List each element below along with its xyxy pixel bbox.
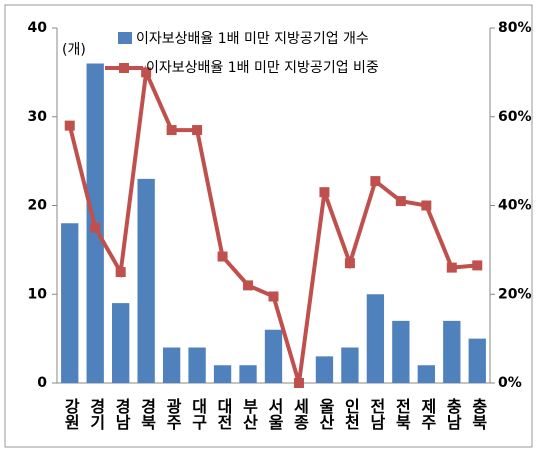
x-tick-label: 충북 — [469, 398, 488, 431]
bar — [366, 294, 385, 383]
y-tick-label: 40 — [28, 20, 48, 36]
bar — [162, 347, 181, 383]
legend-label: 이자보상배율 1배 미만 지방공기업 비중 — [146, 60, 379, 76]
line-marker — [217, 251, 228, 262]
bar — [188, 347, 206, 383]
x-tick-label: 경남 — [112, 398, 131, 430]
line-marker — [166, 125, 177, 136]
bar — [392, 320, 410, 383]
bar — [443, 320, 461, 383]
bar — [417, 365, 435, 383]
line-marker — [446, 262, 457, 273]
bar — [264, 329, 283, 383]
line-marker — [472, 260, 483, 271]
x-tick-label: 경북 — [138, 398, 157, 431]
line-marker — [64, 120, 75, 131]
bar — [137, 178, 155, 383]
y2-tick-label: 80% — [498, 20, 532, 36]
line-marker — [319, 187, 330, 198]
x-tick-label: 제주 — [418, 398, 437, 431]
x-tick-label: 전남 — [367, 398, 386, 430]
x-tick-label: 전북 — [392, 398, 411, 431]
line-marker — [344, 258, 355, 269]
bar — [341, 347, 359, 383]
bar — [239, 365, 257, 383]
line-marker — [115, 267, 126, 278]
y2-tick-label: 0% — [498, 375, 522, 391]
legend-label: 이자보상배율 1배 미만 지방공기업 개수 — [136, 31, 369, 47]
x-tick-label: 서울 — [265, 398, 284, 431]
y-tick-label: 0 — [37, 375, 47, 391]
x-tick-label: 세종 — [290, 398, 309, 431]
legend-marker — [119, 63, 129, 73]
x-tick-label: 부산 — [240, 398, 259, 430]
y2-tick-label: 40% — [498, 198, 532, 214]
bar — [468, 338, 486, 383]
line-marker — [395, 196, 406, 207]
unit-annotation: (개) — [62, 42, 86, 58]
legend-swatch — [118, 32, 132, 44]
x-tick-label: 광주 — [163, 397, 182, 431]
y-tick-label: 10 — [28, 286, 48, 302]
line-marker — [421, 200, 432, 211]
line-marker — [141, 67, 152, 78]
bar — [61, 223, 79, 383]
line-marker — [268, 291, 279, 302]
bar — [112, 303, 130, 383]
y2-tick-label: 20% — [498, 286, 532, 302]
x-tick-label: 충남 — [443, 398, 462, 430]
line-marker — [370, 176, 381, 187]
x-tick-label: 인천 — [341, 398, 360, 430]
line-marker — [90, 222, 101, 233]
line-marker — [293, 378, 304, 388]
x-tick-label: 울산 — [316, 398, 335, 430]
x-tick-label: 경기 — [87, 398, 106, 431]
y-tick-label: 20 — [28, 198, 48, 214]
x-tick-label: 대전 — [214, 398, 233, 430]
x-tick-label: 강원 — [61, 398, 80, 430]
x-tick-label: 대구 — [189, 398, 208, 431]
line-marker — [192, 125, 203, 136]
bar — [213, 365, 232, 383]
bar — [315, 356, 334, 383]
y-tick-label: 30 — [28, 109, 48, 125]
line-marker — [243, 280, 254, 291]
y2-tick-label: 60% — [498, 109, 532, 125]
